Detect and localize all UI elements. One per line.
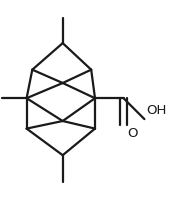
Text: OH: OH (146, 104, 167, 117)
Text: O: O (127, 127, 138, 140)
